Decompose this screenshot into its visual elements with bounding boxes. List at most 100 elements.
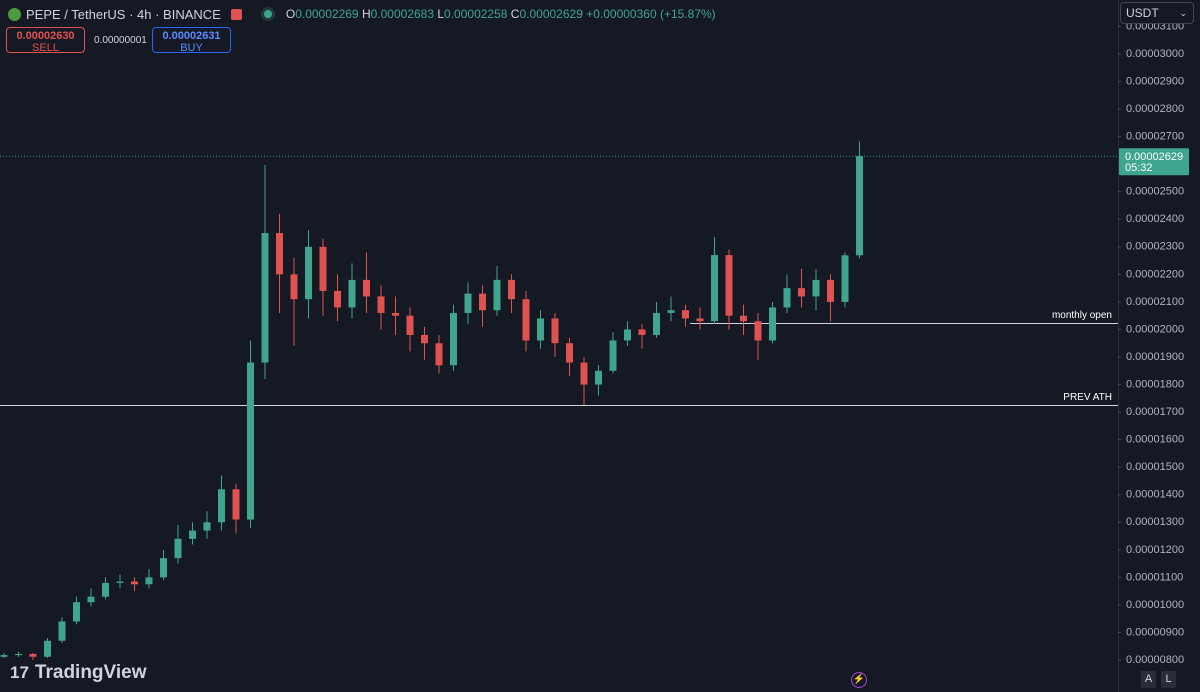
candle-body [493,279,501,311]
change: +0.00000360 (+15.87%) [586,7,716,21]
y-tick-label: 0.00001100 [1126,571,1183,583]
candle-body [377,296,385,313]
level-label: PREV ATH [1063,392,1112,403]
candle-body [638,329,646,335]
candle-body [305,246,312,300]
candle-body [537,318,544,341]
candle-body [73,602,80,622]
candle-body [87,596,95,603]
candle-body [769,307,776,341]
symbol-header: PEPE / TetherUS · 4h · BINANCE O0.000022… [8,5,716,23]
price-tag-value: 0.00002629 [1125,151,1183,163]
low-label: L [437,7,445,21]
y-tick-label: 0.00000800 [1126,654,1184,666]
sell-button[interactable]: 0.00002630 SELL [6,27,85,54]
candle-body [479,293,486,311]
candle-body [0,655,8,657]
candle-body [406,315,414,335]
y-tick-label: 0.00001400 [1126,489,1184,501]
spread: 0.00000001 [94,35,147,46]
currency-select[interactable]: USDT ⌄ [1120,2,1194,24]
candle-body [218,489,225,523]
candle-body [15,653,22,656]
candle-body [290,274,298,300]
y-tick-label: 0.00001000 [1126,599,1184,611]
y-tick-label: 0.00002300 [1126,241,1184,253]
candle-body [740,315,747,322]
candle-body [348,279,356,308]
currency: USDT [1126,6,1159,20]
candle-body [247,362,254,520]
buy-label: BUY [180,42,203,54]
candle-body [609,340,617,371]
candle-body [667,310,675,313]
candle-body [319,246,327,291]
close-label: C [510,7,520,21]
candle-body [29,653,37,657]
candle-body [754,321,762,341]
high-label: H [361,7,371,21]
candle-body [624,329,631,341]
y-tick-label: 0.00002800 [1126,103,1184,115]
candle-body [189,530,196,539]
y-tick-label: 0.00002400 [1126,213,1184,225]
y-tick-label: 0.00001800 [1126,378,1184,390]
candle-body [116,581,124,583]
candle-body [450,312,457,366]
y-tick-label: 0.00002100 [1126,296,1184,308]
symbol-icon [8,7,21,21]
candle-body [102,582,109,597]
buy-button[interactable]: 0.00002631 BUY [152,27,231,54]
candle-body [856,156,863,256]
y-tick-label: 0.00001200 [1126,544,1184,556]
candle-body [334,290,341,308]
y-tick-label: 0.00001600 [1126,434,1184,446]
candle-body [392,312,399,316]
y-tick-label: 0.00001300 [1126,516,1184,528]
logo-text: TradingView [34,662,147,683]
open-value: 0.00002269 [295,7,359,21]
candle-body [160,558,167,578]
auto-button[interactable]: A [1141,671,1156,688]
y-tick-label: 0.00001500 [1126,461,1184,473]
candle-body [464,293,472,313]
candle-body [783,288,791,308]
candle-body [363,279,370,297]
candle-body [711,255,718,322]
y-tick-label: 0.00002700 [1126,131,1184,143]
candle-body [58,621,66,641]
logo: 17 TradingView [10,662,147,683]
buy-price: 0.00002631 [162,30,221,42]
price-tag-countdown: 05:32 [1125,162,1153,174]
candle-body [725,255,733,316]
candle-body [580,362,588,385]
candle-body [508,279,515,300]
y-tick-label: 0.00001700 [1126,406,1184,418]
candle-body [812,279,820,297]
candle-body [203,522,211,531]
low-value: 0.00002258 [444,7,508,21]
y-tick-label: 0.00003000 [1126,48,1184,60]
candle-body [421,334,428,344]
y-tick-label: 0.00002000 [1126,323,1184,335]
level-label: monthly open [1052,310,1112,321]
candle-body [841,255,849,302]
y-tick-label: 0.00002900 [1126,75,1184,87]
ohlc: O0.00002269 H0.00002683 L0.00002258 C0.0… [286,7,716,21]
y-tick-label: 0.00001900 [1126,351,1184,363]
close-value: 0.00002629 [519,7,583,21]
flag-icon[interactable] [230,8,242,20]
candle-body [696,318,704,322]
candle-body [653,312,660,335]
sell-price: 0.00002630 [16,30,75,42]
candle-body [566,343,573,363]
symbol[interactable]: PEPE / TetherUS · 4h · BINANCE [26,6,221,22]
candle-body [551,318,559,344]
y-tick-label: 0.00002500 [1126,186,1184,198]
candle-body [798,288,805,297]
alert-icon[interactable]: ⚡ [851,672,867,688]
log-button[interactable]: L [1161,671,1176,688]
price-tag [1119,148,1189,176]
